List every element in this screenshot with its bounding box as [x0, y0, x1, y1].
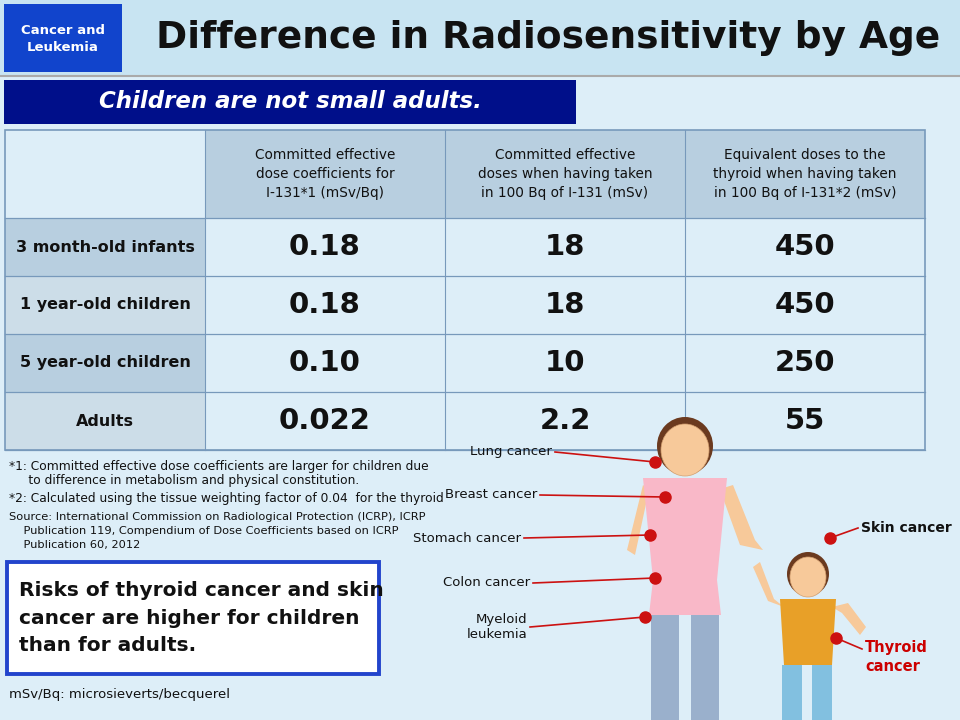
- Polygon shape: [780, 599, 836, 665]
- FancyBboxPatch shape: [651, 615, 679, 720]
- Text: Skin cancer: Skin cancer: [861, 521, 951, 535]
- Text: 18: 18: [545, 233, 586, 261]
- Text: Myeloid
leukemia: Myeloid leukemia: [467, 613, 527, 641]
- Text: 450: 450: [775, 233, 835, 261]
- Ellipse shape: [790, 557, 826, 597]
- Text: Risks of thyroid cancer and skin
cancer are higher for children
than for adults.: Risks of thyroid cancer and skin cancer …: [19, 581, 384, 654]
- Text: 0.022: 0.022: [279, 407, 371, 435]
- Text: 1 year-old children: 1 year-old children: [19, 297, 190, 312]
- Text: *1: Committed effective dose coefficients are larger for children due: *1: Committed effective dose coefficient…: [9, 460, 428, 473]
- Text: Adults: Adults: [76, 413, 134, 428]
- Text: Source: International Commission on Radiological Protection (ICRP), ICRP: Source: International Commission on Radi…: [9, 512, 425, 522]
- FancyBboxPatch shape: [4, 4, 122, 72]
- FancyBboxPatch shape: [5, 276, 205, 334]
- Text: Stomach cancer: Stomach cancer: [413, 531, 521, 544]
- Text: Cancer and
Leukemia: Cancer and Leukemia: [21, 24, 105, 54]
- Polygon shape: [627, 485, 649, 555]
- Text: Children are not small adults.: Children are not small adults.: [99, 91, 481, 114]
- Polygon shape: [753, 562, 784, 607]
- FancyBboxPatch shape: [0, 0, 960, 76]
- Text: 10: 10: [544, 349, 586, 377]
- FancyBboxPatch shape: [782, 665, 802, 720]
- Text: Thyroid
cancer: Thyroid cancer: [865, 640, 928, 674]
- Ellipse shape: [657, 417, 713, 475]
- Text: Publication 60, 2012: Publication 60, 2012: [9, 540, 140, 550]
- FancyBboxPatch shape: [5, 218, 205, 276]
- Text: Committed effective
dose coefficients for
I-131*1 (mSv/Bq): Committed effective dose coefficients fo…: [254, 148, 396, 200]
- Text: 5 year-old children: 5 year-old children: [19, 356, 190, 371]
- Text: *2: Calculated using the tissue weighting factor of 0.04  for the thyroid: *2: Calculated using the tissue weightin…: [9, 492, 444, 505]
- Text: 250: 250: [775, 349, 835, 377]
- Text: 0.18: 0.18: [289, 291, 361, 319]
- FancyBboxPatch shape: [205, 130, 925, 218]
- Text: Equivalent doses to the
thyroid when having taken
in 100 Bq of I-131*2 (mSv): Equivalent doses to the thyroid when hav…: [713, 148, 897, 200]
- Polygon shape: [832, 603, 866, 635]
- Text: 18: 18: [545, 291, 586, 319]
- Polygon shape: [643, 478, 727, 580]
- Text: 3 month-old infants: 3 month-old infants: [15, 240, 195, 254]
- Polygon shape: [717, 485, 763, 550]
- Text: 0.18: 0.18: [289, 233, 361, 261]
- FancyBboxPatch shape: [4, 80, 576, 124]
- Text: Publication 119, Compendium of Dose Coefficients based on ICRP: Publication 119, Compendium of Dose Coef…: [9, 526, 398, 536]
- Text: 450: 450: [775, 291, 835, 319]
- FancyBboxPatch shape: [812, 665, 832, 720]
- Ellipse shape: [661, 424, 709, 476]
- Text: mSv/Bq: microsieverts/becquerel: mSv/Bq: microsieverts/becquerel: [9, 688, 230, 701]
- FancyBboxPatch shape: [5, 334, 205, 392]
- Ellipse shape: [787, 552, 829, 596]
- Text: Colon cancer: Colon cancer: [443, 577, 530, 590]
- Text: Lung cancer: Lung cancer: [470, 446, 552, 459]
- Text: Committed effective
doses when having taken
in 100 Bq of I-131 (mSv): Committed effective doses when having ta…: [478, 148, 652, 200]
- Text: 2.2: 2.2: [540, 407, 590, 435]
- Text: Difference in Radiosensitivity by Age: Difference in Radiosensitivity by Age: [156, 20, 940, 56]
- FancyBboxPatch shape: [691, 615, 719, 720]
- Polygon shape: [649, 580, 721, 615]
- Text: Breast cancer: Breast cancer: [444, 488, 537, 502]
- FancyBboxPatch shape: [5, 392, 205, 450]
- Text: to difference in metabolism and physical constitution.: to difference in metabolism and physical…: [9, 474, 359, 487]
- Text: 55: 55: [785, 407, 826, 435]
- FancyBboxPatch shape: [7, 562, 379, 674]
- Text: 0.10: 0.10: [289, 349, 361, 377]
